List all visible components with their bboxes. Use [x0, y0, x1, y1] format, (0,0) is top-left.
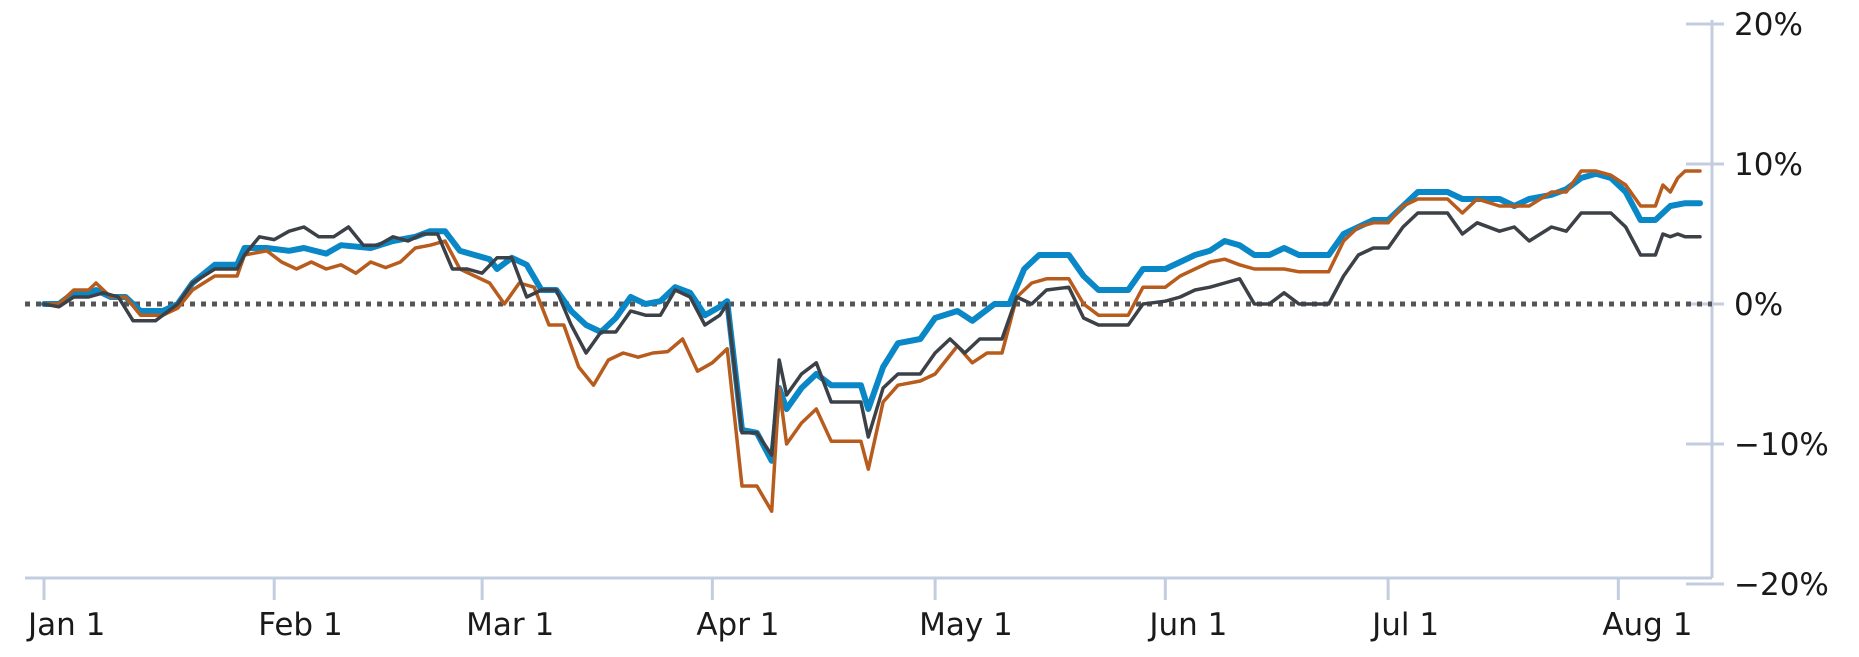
series-line-2 — [42, 169, 1702, 513]
x-tick-label: Jan 1 — [26, 607, 105, 643]
x-tick-label: Jul 1 — [1370, 607, 1439, 643]
x-tick-label: Apr 1 — [696, 607, 779, 643]
x-tick-label: Feb 1 — [258, 607, 342, 643]
y-tick-label: 10% — [1734, 147, 1803, 183]
x-tick-label: Jun 1 — [1147, 607, 1227, 643]
y-tick-label: −20% — [1734, 567, 1829, 603]
x-axis-ticks: Jan 1 Feb 1 Mar 1 Apr 1 May 1 Jun 1 Jul 1 Aug 1 — [26, 578, 1692, 643]
x-tick-label: Mar 1 — [466, 607, 554, 643]
y-tick-label: −10% — [1734, 427, 1829, 463]
y-tick-label: 20% — [1734, 7, 1803, 43]
x-tick-label: May 1 — [919, 607, 1013, 643]
y-axis-ticks: 20% 10% 0% −10% −20% — [1686, 7, 1829, 603]
y-tick-label: 0% — [1734, 287, 1783, 323]
x-tick-label: Aug 1 — [1602, 607, 1692, 643]
axes — [25, 20, 1714, 580]
series-line-1 — [41, 170, 1703, 464]
series-group — [41, 169, 1703, 513]
series-line-3 — [42, 211, 1702, 457]
